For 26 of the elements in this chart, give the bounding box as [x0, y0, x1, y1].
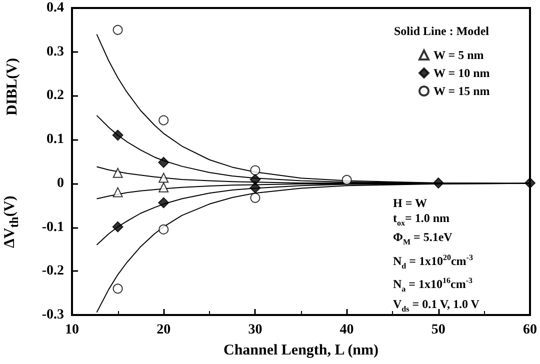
x-tick-label: 50	[431, 322, 446, 338]
annotation: N$_{d}$ = 1x10$^{20}$cm$^{-3}$	[393, 252, 473, 270]
annotation: t$_{ox}$= 1.0 nm	[393, 211, 450, 228]
annotation: H = W	[393, 196, 427, 210]
y-tick-label: 0.1	[46, 132, 64, 148]
annotation: N$_{a}$ = 1x10$^{16}$cm$^{-3}$	[393, 276, 473, 294]
x-tick-label: 60	[523, 322, 537, 338]
y-tick-label: 0	[57, 176, 64, 191]
y-tick-label: 0.3	[46, 44, 64, 60]
x-tick-label: 10	[65, 322, 79, 338]
y-tick-label: -0.3	[42, 308, 64, 322]
x-axis-title: Channel Length, L (nm)	[223, 342, 379, 358]
x-tick-label: 40	[340, 322, 354, 338]
y-tick-label: -0.2	[42, 264, 64, 279]
annotation: Φ$_{M}$ = 5.1eV	[393, 230, 452, 247]
legend-label: W = 15 nm	[433, 84, 490, 98]
y-tick-label: 0.2	[46, 88, 64, 104]
x-tick-label: 30	[248, 322, 262, 338]
legend-label: W = 5 nm	[433, 48, 484, 62]
y-tick-label: 0.4	[46, 0, 64, 16]
annotation: V$_{ds}$ = 0.1 V, 1.0 V	[393, 296, 480, 313]
y-tick-label: -0.1	[42, 220, 64, 235]
x-tick-label: 20	[156, 322, 171, 338]
annotation: Solid Line : Model	[394, 24, 490, 39]
legend-label: W = 10 nm	[433, 66, 490, 80]
y-axis-title: DIBL(V)	[4, 58, 20, 116]
